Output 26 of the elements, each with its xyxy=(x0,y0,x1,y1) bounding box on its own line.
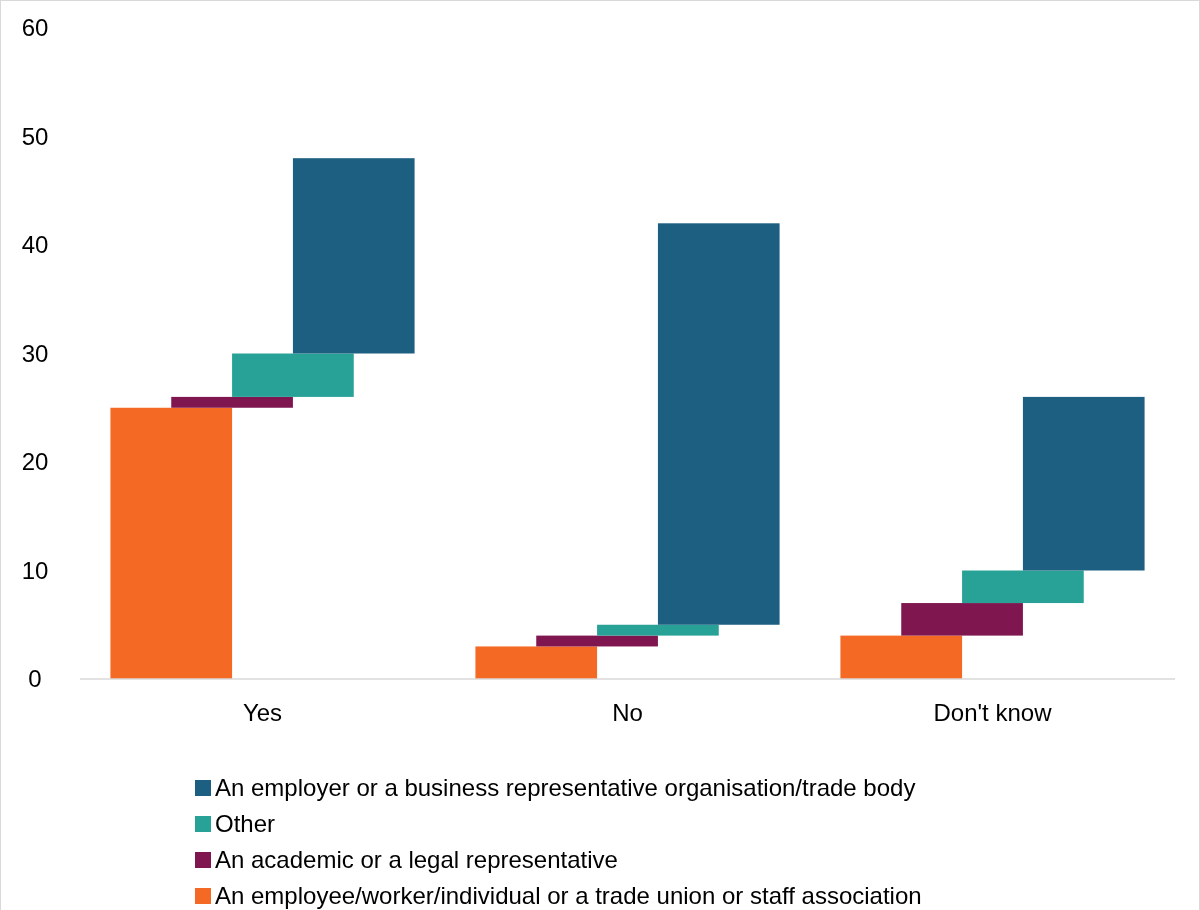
y-tick-label: 10 xyxy=(21,556,49,584)
bar xyxy=(171,396,293,408)
bar xyxy=(536,635,658,647)
y-tick-label: 40 xyxy=(21,231,49,259)
y-tick-label: 30 xyxy=(21,339,49,367)
bar xyxy=(292,158,415,354)
y-tick-label: 0 xyxy=(28,665,42,693)
x-tick-label: No xyxy=(612,699,643,726)
bar xyxy=(110,407,233,679)
legend-label: Other xyxy=(215,810,276,838)
bar xyxy=(657,223,780,625)
legend-label: An employer or a business representative organisation/trade body xyxy=(215,774,916,802)
bar xyxy=(232,353,354,397)
bar xyxy=(1022,396,1145,571)
bar xyxy=(597,624,719,636)
y-tick-label: 20 xyxy=(21,448,49,476)
legend-label: An employee/worker/individual or a trade union or staff association xyxy=(215,882,922,910)
bar xyxy=(962,570,1084,604)
y-tick-label: 50 xyxy=(21,122,49,150)
bar xyxy=(475,646,598,679)
bar xyxy=(901,603,1023,636)
y-tick-label: 60 xyxy=(21,14,49,42)
legend-label: An academic or a legal representative xyxy=(215,846,618,874)
x-tick-label: Yes xyxy=(242,699,283,726)
x-tick-label: Don't know xyxy=(933,699,1053,726)
bar xyxy=(840,635,963,679)
